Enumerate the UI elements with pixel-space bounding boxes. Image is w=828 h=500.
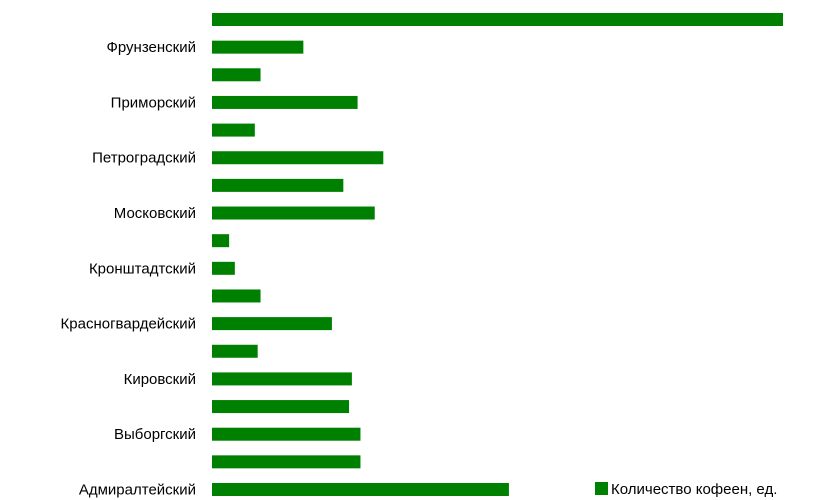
bar [212,427,361,441]
legend-swatch [595,482,608,495]
bar [212,206,375,220]
bar [212,95,358,109]
category-label: Адмиралтейский [79,482,196,499]
category-label: Приморский [111,94,196,111]
bar [212,483,509,496]
bar [212,13,783,26]
bar [212,455,361,469]
bar [212,40,304,54]
bar [212,317,332,331]
category-label: Фрунзенский [106,39,196,56]
bar [212,261,235,275]
bar [212,123,255,137]
legend: Количество кофеен, ед. [595,481,777,498]
category-label: Кировский [124,371,196,388]
category-labels: Адмиралтейский Выборгский Кировский Красног… [61,39,196,498]
bar [212,400,350,414]
bar [212,289,261,303]
legend-label: Количество кофеен, ед. [611,481,777,498]
bar [212,178,344,192]
category-label: Петроградский [92,150,196,167]
bar [212,344,258,358]
category-label: Красногвардейский [61,316,196,333]
bar [212,151,384,165]
category-label: Выборгский [114,426,196,443]
bar [212,372,352,386]
bar [212,234,230,248]
category-label: Московский [114,205,196,222]
category-label: Кронштадтский [89,260,196,277]
bars [212,13,783,496]
bar [212,68,261,82]
